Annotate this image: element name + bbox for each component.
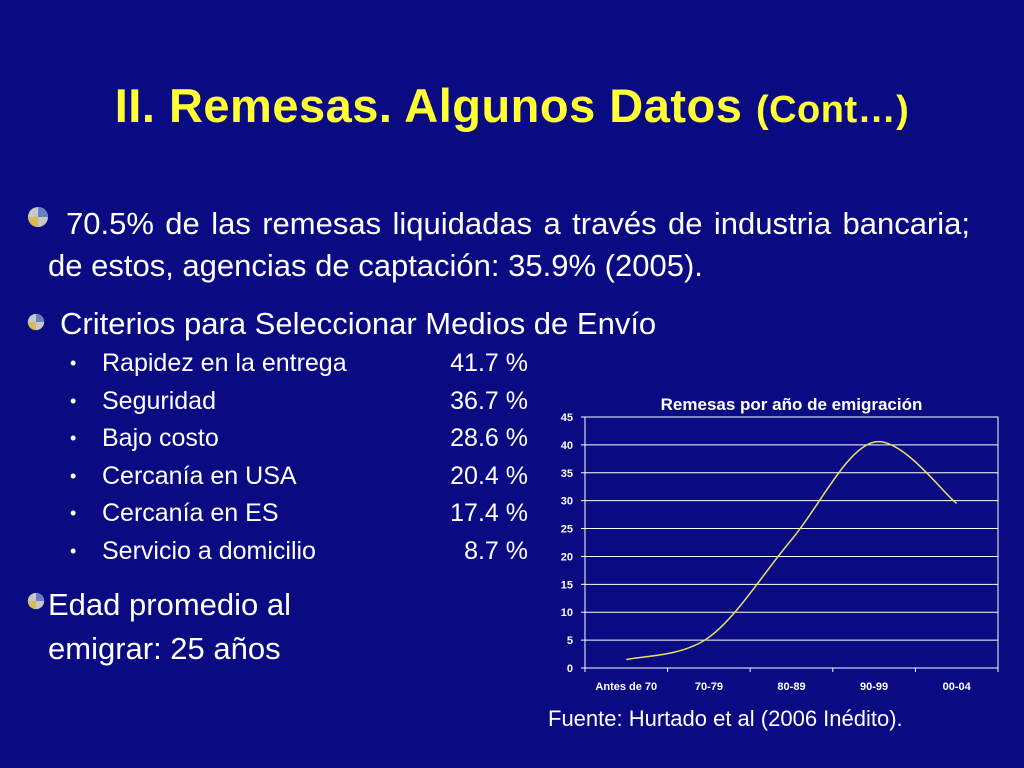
criteria-item: • Rapidez en la entrega 41.7 % — [70, 345, 540, 381]
criteria-value: 28.6 % — [450, 424, 528, 452]
criteria-label: Bajo costo — [102, 424, 219, 452]
x-tick-label: Antes de 70 — [595, 681, 657, 693]
x-tick-label: 90-99 — [860, 681, 888, 693]
bullet-cube-icon — [27, 592, 45, 610]
y-tick-label: 40 — [561, 440, 573, 452]
x-tick-label: 70-79 — [695, 681, 723, 693]
title-suffix: (Cont…) — [755, 89, 910, 131]
y-tick-label: 0 — [567, 663, 573, 675]
y-tick-label: 35 — [561, 468, 573, 480]
data-point — [873, 441, 875, 443]
criteria-value: 20.4 % — [450, 461, 528, 490]
bullet-dot-icon: • — [70, 503, 77, 523]
bullet-cube-icon — [28, 207, 48, 227]
criteria-item: • Bajo costo 28.6 % — [70, 420, 540, 456]
source-note: Fuente: Hurtado et al (2006 Inédito). — [548, 706, 903, 731]
data-point — [708, 636, 710, 638]
criteria-label: Cercanía en ES — [102, 499, 279, 527]
series-line — [626, 441, 958, 661]
bullet-cube-icon — [27, 313, 45, 331]
slide-title: II. Remesas. Algunos Datos (Cont…) — [0, 78, 1024, 133]
bullet-criterios: Criterios para Seleccionar Medios de Env… — [60, 306, 657, 341]
data-point — [625, 659, 627, 661]
bullet-dot-icon: • — [70, 428, 77, 448]
chart-container: Remesas por año de emigración 0 5 10 15 20 25 3… — [540, 390, 1020, 705]
data-point — [956, 502, 958, 504]
criteria-value: 17.4 % — [450, 499, 528, 527]
y-tick-label: 45 — [561, 412, 573, 424]
title-main: II. Remesas. Algunos Datos — [114, 79, 743, 132]
criteria-label: Rapidez en la entrega — [102, 349, 347, 377]
y-tick-label: 20 — [561, 551, 573, 563]
y-tick-label: 25 — [561, 524, 573, 536]
bullet-remesas-bancaria: 70.5% de las remesas liquidadas a través… — [48, 206, 970, 283]
criteria-item: • Cercanía en ES 17.4 % — [70, 495, 540, 531]
criteria-label: Servicio a domicilio — [102, 536, 316, 565]
criteria-item: • Cercanía en USA 20.4 % — [70, 458, 540, 494]
bullet-dot-icon: • — [70, 353, 77, 373]
criteria-label: Seguridad — [102, 386, 216, 415]
bullet-edad-promedio: Edad promedio al emigrar: 25 años — [48, 583, 291, 671]
criteria-value: 36.7 % — [450, 386, 528, 415]
bullet-dot-icon: • — [70, 540, 77, 561]
data-point — [791, 539, 793, 541]
edad-line1: Edad promedio al — [48, 587, 291, 622]
criteria-label: Cercanía en USA — [102, 461, 297, 490]
edad-line2: emigrar: 25 años — [48, 631, 281, 666]
plot-area — [584, 416, 999, 669]
criteria-value: 8.7 % — [464, 536, 528, 565]
x-tick-label: 80-89 — [777, 681, 805, 693]
x-tick-label: 00-04 — [943, 681, 972, 693]
bullet-dot-icon: • — [70, 390, 77, 411]
criteria-item: • Servicio a domicilio 8.7 % — [70, 533, 540, 569]
y-tick-label: 15 — [561, 579, 573, 591]
y-tick-label: 30 — [561, 496, 573, 508]
criteria-value: 41.7 % — [450, 349, 528, 377]
bullet-dot-icon: • — [70, 465, 77, 486]
y-tick-label: 10 — [561, 607, 573, 619]
remesas-line-chart: Remesas por año de emigración 0 5 10 15 20 25 3… — [561, 395, 999, 693]
y-tick-label: 5 — [567, 635, 573, 647]
chart-title: Remesas por año de emigración — [661, 395, 923, 414]
criteria-item: • Seguridad 36.7 % — [70, 383, 540, 419]
